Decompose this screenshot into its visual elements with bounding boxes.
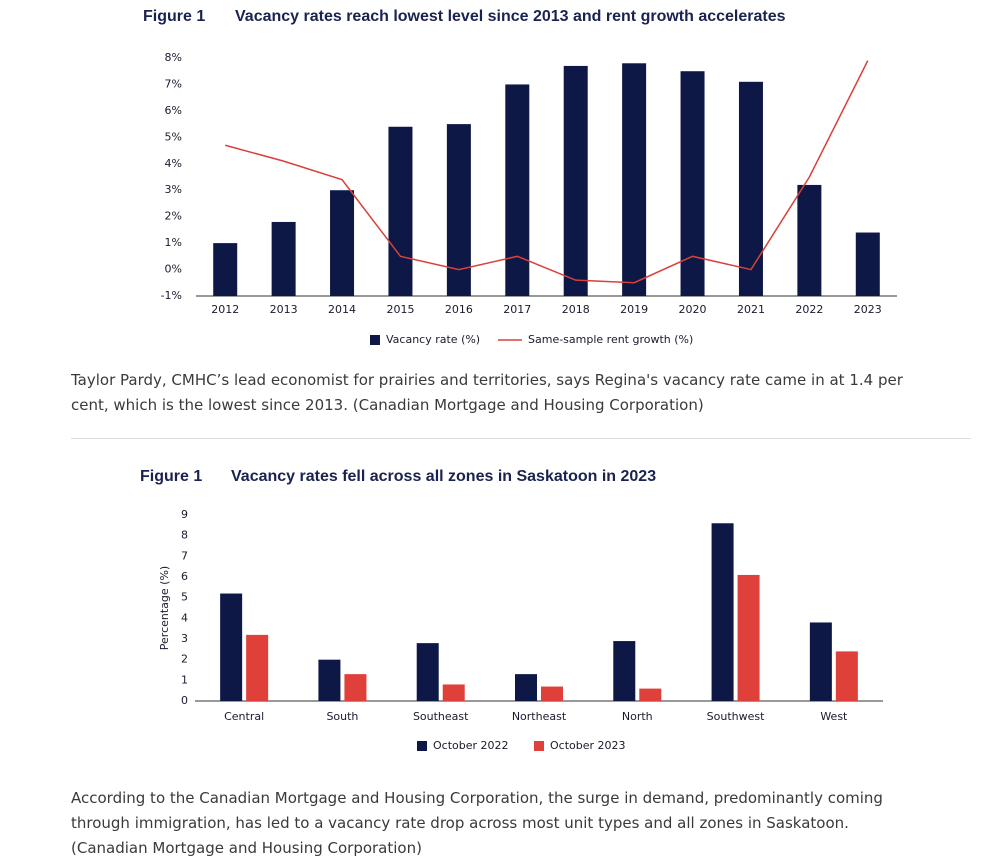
y-tick-label: 2% bbox=[165, 210, 182, 223]
x-tick-label: 2015 bbox=[386, 303, 414, 316]
x-tick-label: 2019 bbox=[620, 303, 648, 316]
bar bbox=[711, 523, 734, 701]
y-tick-label: 8 bbox=[181, 529, 188, 542]
bar bbox=[344, 674, 367, 701]
x-tick-label: 2013 bbox=[270, 303, 298, 316]
y-tick-label: 4% bbox=[165, 157, 182, 170]
x-tick-label: Southeast bbox=[413, 710, 469, 723]
y-tick-label: 4 bbox=[181, 611, 188, 624]
chart-title: Vacancy rates reach lowest level since 2… bbox=[235, 8, 786, 25]
x-tick-label: 2022 bbox=[795, 303, 823, 316]
x-tick-label: Northeast bbox=[512, 710, 567, 723]
figure-label: Figure 1 bbox=[143, 8, 205, 25]
y-tick-label: 6% bbox=[165, 104, 182, 117]
y-tick-label: -1% bbox=[161, 289, 182, 302]
bar bbox=[515, 674, 537, 701]
bar bbox=[416, 643, 439, 701]
figure-label: Figure 1 bbox=[140, 468, 202, 485]
caption: According to the Canadian Mortgage and H… bbox=[71, 786, 883, 861]
x-tick-label: Southwest bbox=[707, 710, 765, 723]
y-tick-label: 2 bbox=[181, 653, 188, 666]
bar bbox=[639, 688, 662, 701]
y-tick-label: 6 bbox=[181, 570, 188, 583]
legend-label: October 2023 bbox=[550, 739, 626, 752]
bar bbox=[442, 684, 465, 701]
x-tick-label: 2020 bbox=[679, 303, 707, 316]
bar bbox=[835, 651, 858, 701]
x-tick-label: Central bbox=[224, 710, 264, 723]
bar bbox=[318, 659, 341, 701]
bar bbox=[271, 221, 296, 296]
caption-line: (Canadian Mortgage and Housing Corporati… bbox=[71, 839, 422, 857]
bar bbox=[563, 65, 588, 296]
caption-line: Taylor Pardy, CMHC’s lead economist for … bbox=[71, 371, 903, 389]
y-axis-title: Percentage (%) bbox=[158, 566, 171, 650]
legend-label: October 2022 bbox=[433, 739, 509, 752]
y-tick-label: 1 bbox=[181, 673, 188, 686]
bar bbox=[855, 232, 880, 296]
bar bbox=[505, 84, 530, 296]
bar bbox=[220, 593, 243, 701]
bar bbox=[680, 71, 705, 296]
legend-swatch bbox=[370, 335, 380, 345]
legend-label: Same-sample rent growth (%) bbox=[528, 333, 693, 346]
line bbox=[225, 60, 869, 284]
caption-line: through immigration, has led to a vacanc… bbox=[71, 814, 849, 832]
bar bbox=[797, 184, 822, 296]
caption: Taylor Pardy, CMHC’s lead economist for … bbox=[71, 368, 903, 418]
x-tick-label: 2023 bbox=[854, 303, 882, 316]
divider bbox=[71, 438, 971, 439]
legend-swatch bbox=[417, 741, 427, 751]
bar bbox=[738, 81, 763, 296]
bar bbox=[330, 190, 355, 296]
caption-line: cent, which is the lowest since 2013. (C… bbox=[71, 396, 704, 414]
bar bbox=[613, 641, 636, 701]
chart-title: Vacancy rates fell across all zones in S… bbox=[231, 468, 656, 485]
y-tick-label: 5 bbox=[181, 591, 188, 604]
bar bbox=[541, 686, 563, 701]
x-tick-label: 2014 bbox=[328, 303, 356, 316]
bar bbox=[622, 63, 647, 297]
x-tick-label: 2012 bbox=[211, 303, 239, 316]
bar bbox=[246, 634, 269, 701]
y-tick-label: 0 bbox=[181, 694, 188, 707]
x-tick-label: 2018 bbox=[562, 303, 590, 316]
bar bbox=[213, 243, 238, 296]
y-tick-label: 5% bbox=[165, 130, 182, 143]
y-tick-label: 3 bbox=[181, 632, 188, 645]
x-tick-label: South bbox=[326, 710, 358, 723]
bar bbox=[737, 574, 760, 701]
legend-label: Vacancy rate (%) bbox=[386, 333, 480, 346]
bar bbox=[809, 622, 832, 701]
y-tick-label: 0% bbox=[165, 263, 182, 276]
caption-line: According to the Canadian Mortgage and H… bbox=[71, 789, 883, 807]
y-tick-label: 9 bbox=[181, 508, 188, 521]
y-tick-label: 7 bbox=[181, 549, 188, 562]
x-tick-label: 2021 bbox=[737, 303, 765, 316]
x-tick-label: 2016 bbox=[445, 303, 473, 316]
y-tick-label: 3% bbox=[165, 183, 182, 196]
legend-swatch bbox=[534, 741, 544, 751]
y-tick-label: 7% bbox=[165, 77, 182, 90]
x-tick-label: 2017 bbox=[503, 303, 531, 316]
y-tick-label: 1% bbox=[165, 236, 182, 249]
x-tick-label: West bbox=[820, 710, 848, 723]
bar bbox=[388, 126, 413, 296]
x-tick-label: North bbox=[622, 710, 653, 723]
y-tick-label: 8% bbox=[165, 51, 182, 64]
